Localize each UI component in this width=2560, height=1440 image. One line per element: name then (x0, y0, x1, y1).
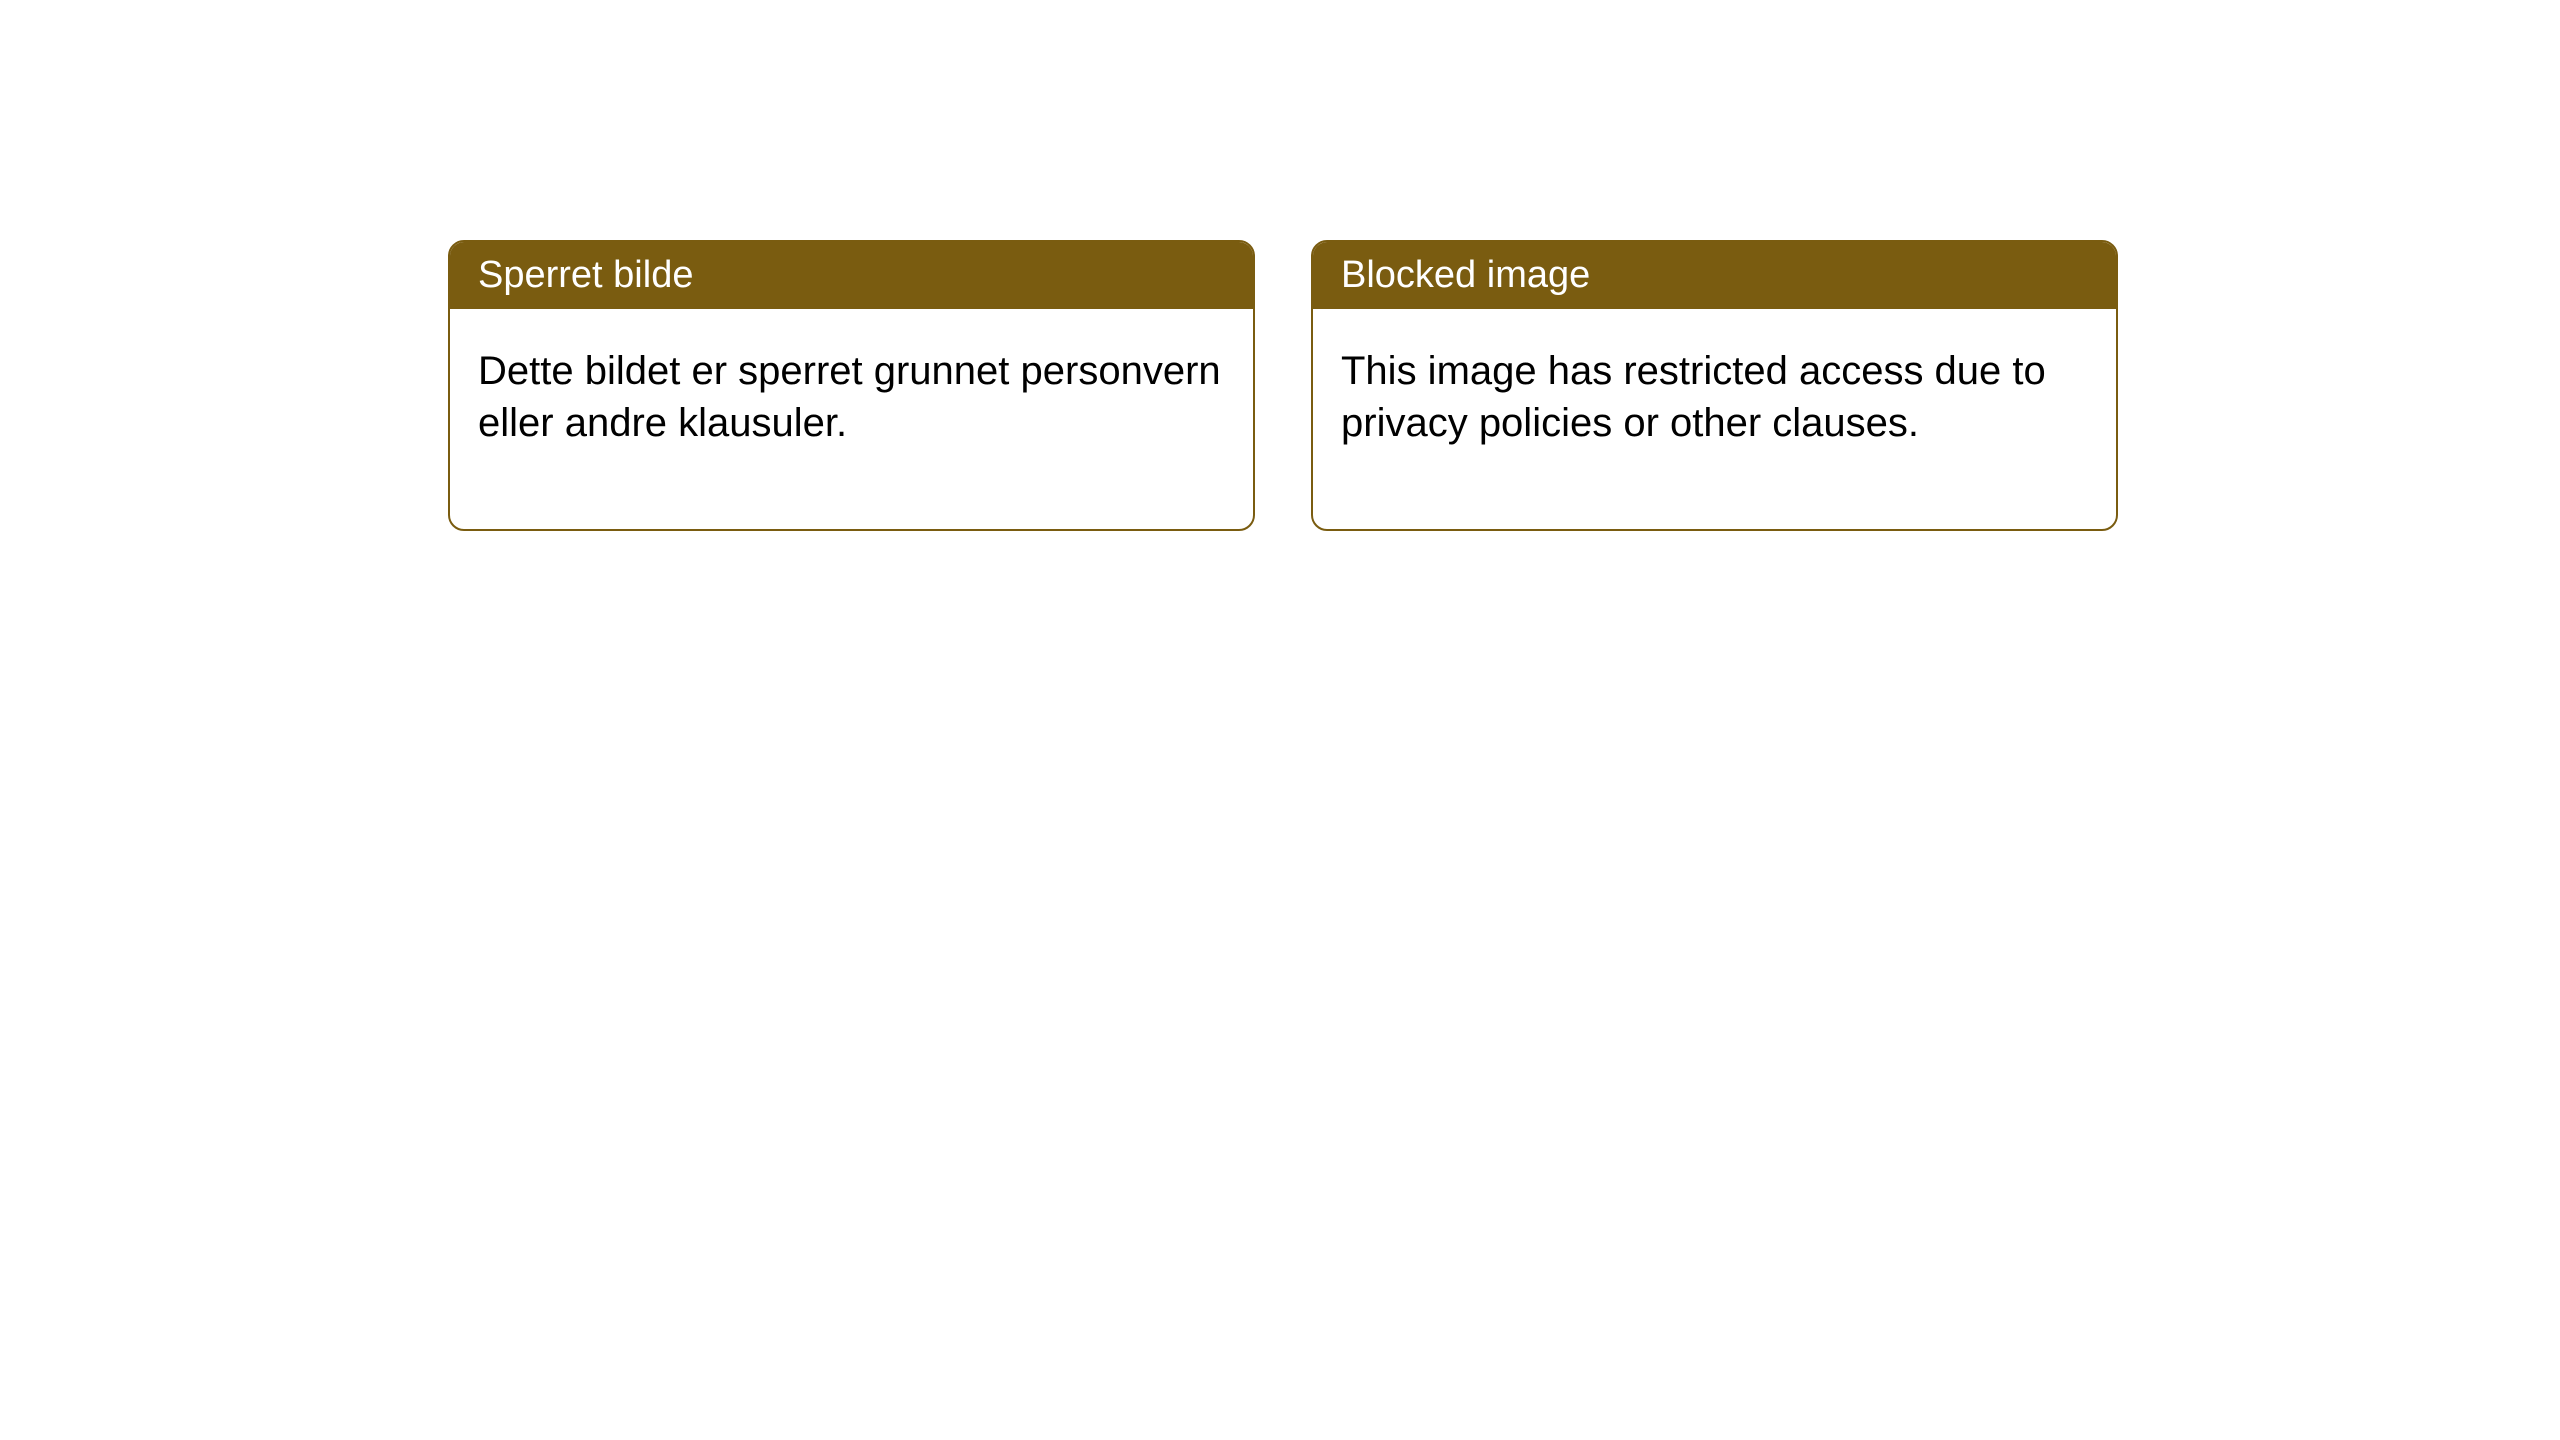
notice-card-english: Blocked image This image has restricted … (1311, 240, 2118, 531)
card-title: Sperret bilde (478, 254, 693, 296)
card-header: Sperret bilde (450, 242, 1253, 309)
card-body-text: Dette bildet er sperret grunnet personve… (478, 349, 1221, 445)
card-body: This image has restricted access due to … (1313, 309, 2116, 529)
card-title: Blocked image (1341, 254, 1590, 296)
notice-container: Sperret bilde Dette bildet er sperret gr… (448, 240, 2118, 531)
card-body: Dette bildet er sperret grunnet personve… (450, 309, 1253, 529)
card-body-text: This image has restricted access due to … (1341, 349, 2046, 445)
card-header: Blocked image (1313, 242, 2116, 309)
notice-card-norwegian: Sperret bilde Dette bildet er sperret gr… (448, 240, 1255, 531)
